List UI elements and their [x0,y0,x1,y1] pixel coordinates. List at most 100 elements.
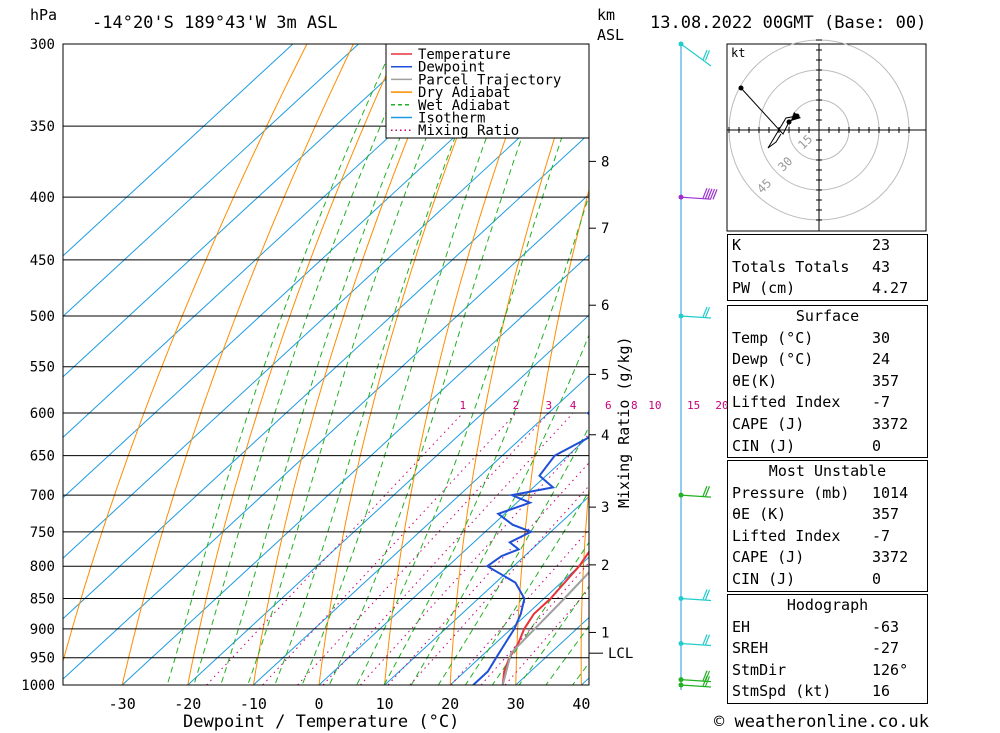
mixing-ratio-line [206,412,464,685]
datetime-title: 13.08.2022 00GMT (Base: 00) [650,13,926,33]
isotherm-line [187,314,589,685]
wind-barb-shaft [680,597,712,602]
hodograph-frame [726,43,927,232]
surface-row: Dewp (°C) 24 [732,350,891,369]
temperature-tick-label: -20 [174,695,201,713]
surface-row: Temp (°C) 30 [732,328,891,347]
credit-text: © weatheronline.co.uk [714,712,929,732]
hodograph-row: EH -63 [732,617,900,636]
hodograph-row: StmSpd (kt) 16 [732,682,891,701]
isotherm-line [63,44,359,318]
isotherm-line [449,556,589,685]
wind-barb-feather [704,486,711,497]
wet-adiabat-line [220,44,440,685]
height-tick-label: 8 [601,154,609,170]
wind-barb-feather [702,485,708,497]
temperature-tick-label: 0 [314,695,323,713]
mixing-ratio-labels: 12346810152025 [460,399,752,412]
pressure-tick-label: 500 [30,309,55,325]
index-row: Totals Totals 43 [732,257,891,276]
height-axis: 1 2 3 4 5 6 7 8 LCL [588,44,633,685]
dry-adiabat-line [187,44,401,685]
wind-barb-shaft [680,679,712,683]
pressure-tick-label: 450 [30,253,55,269]
wet-adiabat-line [437,426,589,685]
mixing-ratio-line [450,529,589,685]
temperature-line [501,550,589,685]
isotherm-line [63,193,589,680]
height-tick-label: 2 [601,558,609,574]
hodograph-table-title: Hodograph [786,596,869,614]
hodograph-unit: kt [731,46,745,60]
isotherm-line [63,44,425,378]
height-tick-label: 3 [601,500,609,516]
hodograph-point [786,119,792,125]
temperature-tick-label: 10 [376,695,394,713]
hodograph-trace [740,87,798,149]
pressure-tick-label: 650 [30,449,55,465]
wet-adiabat-line [356,56,589,685]
isotherm-line [384,495,589,685]
wind-barb-feather [712,189,718,200]
wet-adiabat-line [247,44,465,685]
dry-adiabat-line [449,44,587,685]
hodograph-row: StmDir 126° [732,660,909,679]
pressure-tick-label: 550 [30,360,55,376]
legend-label: Temperature [418,47,511,63]
surface-title: Surface [795,307,860,325]
legend-label: Dewpoint [418,60,485,76]
isotherm-line [63,44,556,499]
dry-adiabat-line [121,44,354,685]
mixing-ratio-value-label: 1 [460,399,467,412]
pressure-tick-label: 350 [30,119,55,135]
dry-adiabat-line [63,44,308,664]
dry-adiabat-line [645,26,731,711]
isotherm-line [63,44,294,257]
height-tick-label: 7 [601,221,609,237]
mixing-ratio-axis-label: Mixing Ratio (g/kg) [615,336,633,508]
wind-barb-shaft [680,315,712,319]
wind-barb-feather [709,188,716,200]
isotherm-line [63,133,589,620]
mixing-ratio-value-label: 10 [648,399,661,412]
pressure-tick-label: 1000 [21,678,55,694]
isotherm-lines [63,44,589,685]
dry-adiabat-line [515,188,589,685]
temperature-tick-label: 30 [507,695,525,713]
most-unstable-row: Lifted Index -7 [732,526,891,545]
wind-barb-feather [702,49,708,61]
wind-barb-feather [704,50,711,61]
hodograph-table: Hodograph EH -63 SREH -27 StmDir 126° StmSp… [727,594,928,704]
mixing-ratio-lines [206,412,589,685]
most-unstable-table: Most Unstable Pressure (mb) 1014 θE (K) 35… [727,460,928,592]
pressure-tick-label: 900 [30,622,55,638]
index-row: K 23 [732,236,891,254]
most-unstable-row: θE (K) 357 [732,505,900,524]
dry-adiabat-lines [63,26,1000,711]
mixing-ratio-value-label: 4 [570,399,577,412]
wet-adiabat-line [274,44,493,685]
height-tick-label: 1 [601,625,609,641]
legend-label: Wet Adiabat [418,98,511,114]
hodograph-row: SREH -27 [732,639,900,658]
location-title: -14°20'S 189°43'W 3m ASL [92,13,338,33]
index-row: PW (cm) 4.27 [732,279,909,298]
wet-adiabat-line [193,44,417,685]
temperature-tick-label: -10 [240,695,267,713]
wind-barbs [678,41,718,690]
lcl-label: LCL [608,646,633,662]
wind-barb-shaft [680,43,712,67]
dry-adiabat-line [989,26,1000,711]
wind-barb-feather [702,589,708,600]
x-axis-label: Dewpoint / Temperature (°C) [183,712,459,732]
surface-row: CAPE (J) 3372 [732,414,909,433]
wind-barb-shaft [680,684,712,688]
wind-barb-feather [704,188,711,199]
mixing-ratio-value-label: 15 [687,399,700,412]
isotherm-line [63,44,491,438]
height-tick-label: 5 [601,367,609,383]
dry-adiabat-line [318,44,494,685]
wind-barb-feather [704,676,711,687]
dry-adiabat-line [580,483,589,685]
legend-label: Mixing Ratio [418,123,519,139]
